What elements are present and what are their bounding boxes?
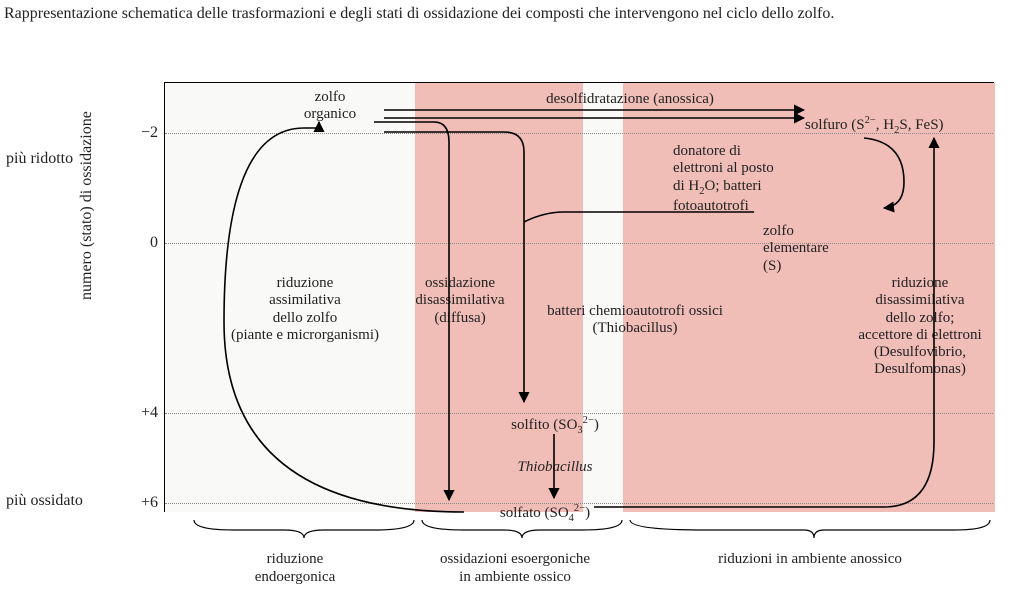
side-label-top: più ridotto: [6, 150, 73, 168]
node-solfuro: solfuro (S2−, H2S, FeS): [805, 115, 985, 137]
side-label-bottom: più ossidato: [6, 492, 83, 510]
node-zolfo-organico: zolfo organico: [275, 89, 385, 124]
label-desolfidratazione: desolfidratazione (anossica): [505, 91, 755, 108]
brace-3: [630, 520, 990, 538]
brace-label-3: riduzioni in ambiente anossico: [670, 550, 950, 568]
label-batteri-chemio: batteri chemioautotrofi ossici (Thiobaci…: [525, 303, 745, 338]
label-donatore: donatore di elettroni al posto di H2O; b…: [673, 143, 833, 215]
page-root: Rappresentazione schematica delle trasfo…: [0, 0, 1024, 606]
label-ossidazione-disassimilativa: ossidazione disassimilativa (diffusa): [395, 275, 525, 327]
label-riduzione-assimilativa: riduzione assimilativa dello zolfo (pian…: [205, 275, 405, 344]
y-tick-minus2: −2: [118, 124, 158, 142]
brace-1: [194, 520, 414, 538]
node-solfito: solfito (SO32−): [485, 415, 625, 437]
node-zolfo-elementare: zolfo elementare (S): [763, 223, 883, 275]
y-axis-label: numero (stato) di ossidazione: [78, 111, 96, 300]
y-tick-plus6: +6: [118, 494, 158, 512]
dotline-plus4: [165, 413, 993, 414]
figure-caption: Rappresentazione schematica delle trasfo…: [4, 4, 1020, 25]
brace-label-1: riduzione endoergonica: [210, 550, 380, 586]
y-tick-0: 0: [118, 234, 158, 252]
node-solfato: solfato (SO42−): [475, 503, 615, 525]
brace-label-2: ossidazioni esoergoniche in ambiente oss…: [400, 550, 630, 586]
y-tick-plus4: +4: [118, 404, 158, 422]
plot-area: zolfo organico solfuro (S2−, H2S, FeS) z…: [164, 82, 994, 512]
label-thiobacillus: Thiobacillus: [495, 459, 615, 476]
label-riduzione-disassimilativa: riduzione disassimilativa dello zolfo; a…: [845, 275, 995, 379]
